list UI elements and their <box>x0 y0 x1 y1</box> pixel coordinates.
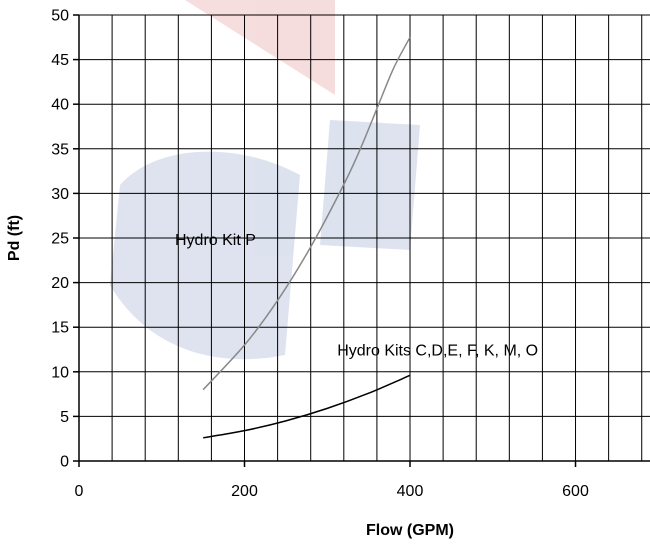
x-axis-title: Flow (GPM) <box>366 522 454 539</box>
series-line-hydro-kit-p <box>202 36 411 391</box>
x-tick-label: 400 <box>397 483 424 500</box>
y-tick-label: 5 <box>60 409 69 426</box>
y-tick-label: 25 <box>51 231 69 248</box>
y-tick-label: 15 <box>51 320 69 337</box>
y-tick-label: 40 <box>51 97 69 114</box>
y-tick-label: 45 <box>51 52 69 69</box>
axes: 0 5 10 15 20 25 30 35 40 45 50 0 200 400 600 <box>51 8 650 500</box>
curve-label-1: Hydro Kits C,D,E, F, K, M, O <box>337 343 538 360</box>
x-tick-label: 200 <box>231 483 258 500</box>
series-line-hydro-kits-c-d-e-f-k-m-o <box>203 374 411 439</box>
clima-watermark-logo <box>110 0 420 360</box>
y-tick-label: 50 <box>51 8 69 25</box>
y-tick-label: 10 <box>51 364 69 381</box>
x-tick-label: 0 <box>75 483 84 500</box>
series-lines <box>202 36 411 439</box>
y-tick-label: 30 <box>51 186 69 203</box>
x-tick-label: 600 <box>562 483 589 500</box>
y-tick-label: 35 <box>51 141 69 158</box>
y-axis-title: Pd (ft) <box>6 215 23 261</box>
curve-label-0: Hydro Kit P <box>175 232 256 249</box>
annotations: Hydro Kit P Hydro Kits C,D,E, F, K, M, O <box>175 232 538 360</box>
y-tick-label: 0 <box>60 454 69 471</box>
y-tick-label: 20 <box>51 275 69 292</box>
